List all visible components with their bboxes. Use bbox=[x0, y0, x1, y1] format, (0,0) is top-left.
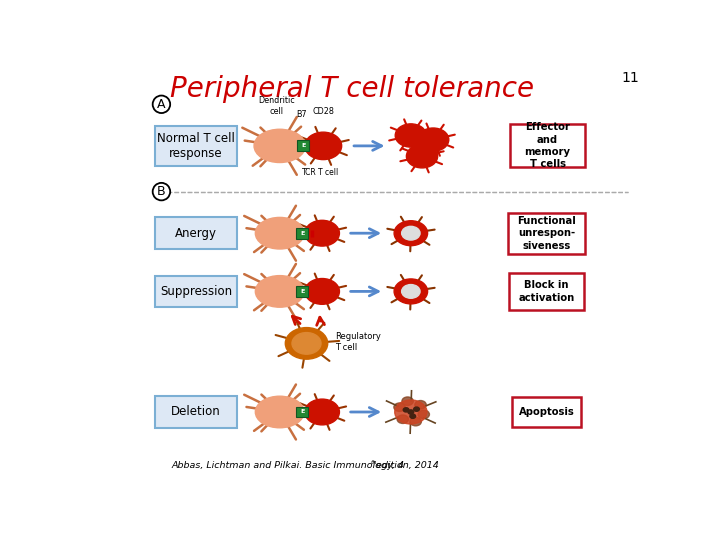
FancyBboxPatch shape bbox=[156, 126, 237, 166]
FancyBboxPatch shape bbox=[510, 124, 585, 167]
Text: B7: B7 bbox=[297, 110, 307, 119]
Circle shape bbox=[408, 410, 414, 414]
Text: Normal T cell
response: Normal T cell response bbox=[157, 132, 235, 160]
FancyBboxPatch shape bbox=[509, 273, 583, 310]
Circle shape bbox=[403, 408, 409, 412]
Text: Peripheral T cell tolerance: Peripheral T cell tolerance bbox=[170, 75, 534, 103]
Text: Block in
activation: Block in activation bbox=[518, 280, 575, 302]
Text: CD28: CD28 bbox=[312, 106, 334, 116]
Circle shape bbox=[395, 124, 426, 147]
Circle shape bbox=[410, 417, 421, 426]
Circle shape bbox=[397, 415, 408, 423]
FancyBboxPatch shape bbox=[508, 213, 585, 254]
Text: Anergy: Anergy bbox=[175, 227, 217, 240]
Text: B: B bbox=[157, 185, 166, 198]
Circle shape bbox=[402, 397, 413, 406]
Circle shape bbox=[394, 221, 428, 246]
Circle shape bbox=[418, 410, 429, 418]
Text: Deletion: Deletion bbox=[171, 406, 221, 419]
FancyBboxPatch shape bbox=[296, 228, 308, 239]
Text: TCR: TCR bbox=[302, 168, 317, 177]
Text: Abbas, Lichtman and Pilkai. Basic Immunology, 4: Abbas, Lichtman and Pilkai. Basic Immuno… bbox=[171, 461, 405, 470]
Text: E: E bbox=[300, 231, 304, 235]
Text: Apoptosis: Apoptosis bbox=[518, 407, 575, 417]
Circle shape bbox=[418, 128, 449, 151]
Circle shape bbox=[402, 285, 420, 298]
Ellipse shape bbox=[256, 396, 304, 428]
Ellipse shape bbox=[256, 218, 304, 249]
Circle shape bbox=[402, 226, 420, 240]
FancyBboxPatch shape bbox=[297, 140, 310, 151]
Ellipse shape bbox=[256, 275, 304, 307]
Text: T cell: T cell bbox=[318, 168, 338, 177]
Text: E: E bbox=[300, 289, 304, 294]
FancyBboxPatch shape bbox=[156, 218, 237, 249]
Text: th: th bbox=[370, 460, 377, 465]
FancyBboxPatch shape bbox=[156, 275, 237, 307]
Circle shape bbox=[395, 400, 427, 424]
Text: E: E bbox=[300, 409, 304, 415]
Circle shape bbox=[394, 403, 405, 411]
FancyBboxPatch shape bbox=[156, 396, 237, 428]
Text: A: A bbox=[157, 98, 166, 111]
FancyBboxPatch shape bbox=[512, 397, 581, 427]
Circle shape bbox=[285, 328, 328, 359]
Text: E: E bbox=[301, 144, 305, 149]
Circle shape bbox=[305, 279, 339, 305]
Circle shape bbox=[410, 414, 415, 418]
FancyBboxPatch shape bbox=[296, 407, 308, 417]
Text: Suppression: Suppression bbox=[160, 285, 232, 298]
Ellipse shape bbox=[254, 129, 305, 163]
Text: Dendritic
cell: Dendritic cell bbox=[258, 96, 295, 116]
Circle shape bbox=[414, 407, 419, 411]
Circle shape bbox=[305, 132, 342, 160]
Text: edition, 2014: edition, 2014 bbox=[373, 461, 438, 470]
Text: 11: 11 bbox=[622, 71, 639, 85]
Circle shape bbox=[292, 333, 321, 354]
Circle shape bbox=[305, 399, 339, 425]
Text: Regulatory
T cell: Regulatory T cell bbox=[336, 333, 382, 352]
FancyBboxPatch shape bbox=[296, 286, 308, 297]
Circle shape bbox=[305, 220, 339, 246]
Text: Effector
and
memory
T cells: Effector and memory T cells bbox=[525, 122, 570, 170]
Text: Functional
unrespon-
siveness: Functional unrespon- siveness bbox=[517, 216, 576, 251]
Circle shape bbox=[394, 279, 428, 304]
Circle shape bbox=[415, 401, 426, 409]
Circle shape bbox=[406, 145, 438, 168]
